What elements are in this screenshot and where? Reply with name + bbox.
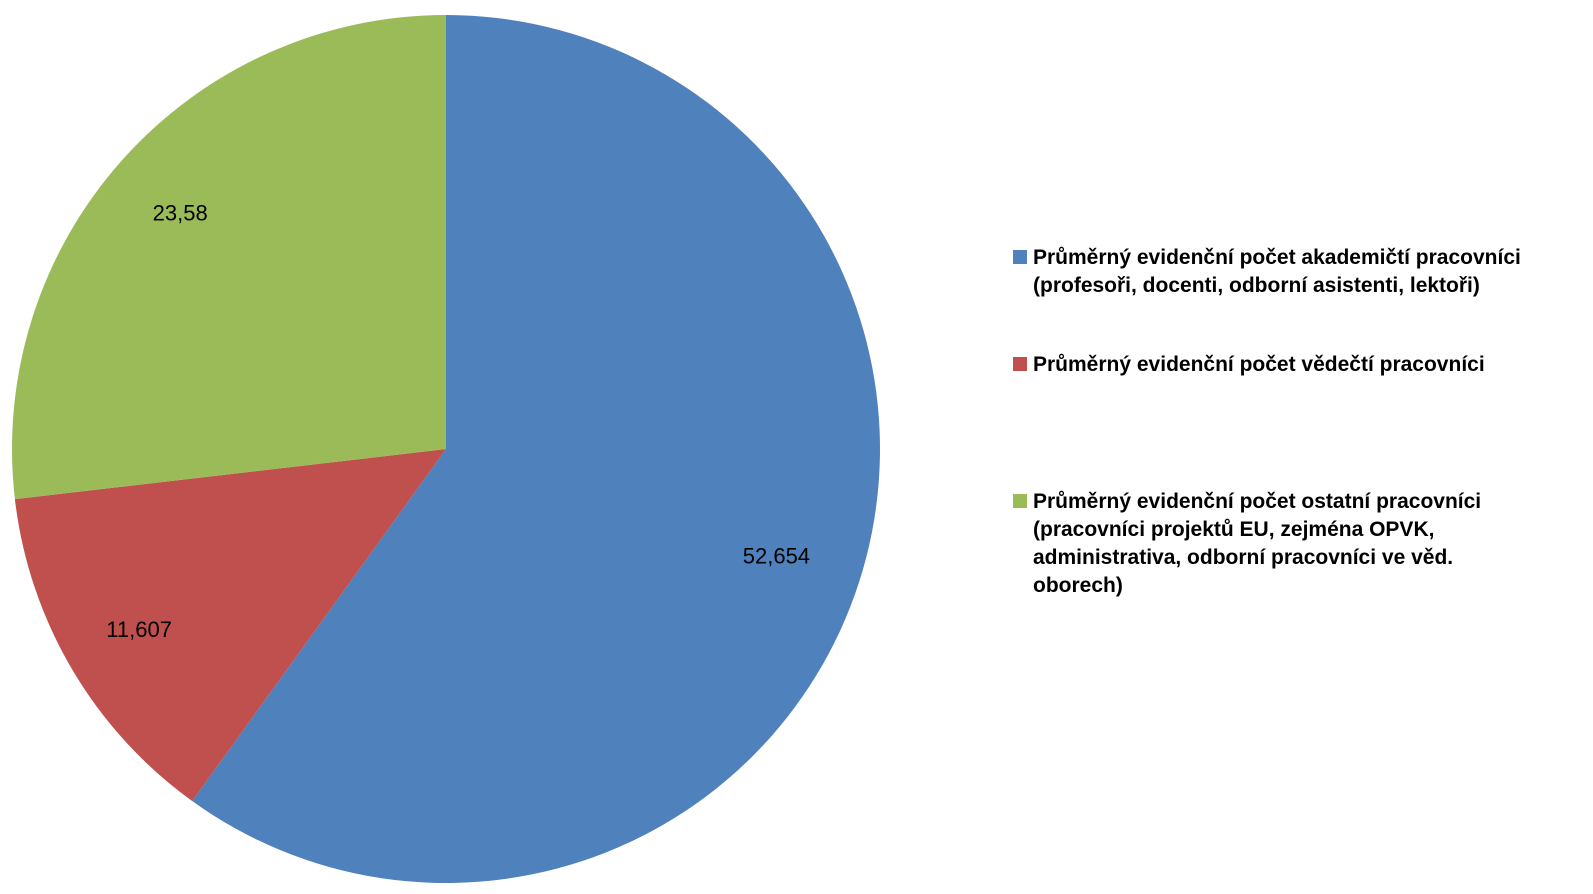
- pie-slice-other: [11, 15, 446, 500]
- legend-item-other: Průměrný evidenční počet ostatní pracovn…: [1013, 488, 1573, 600]
- data-label-other: 23,58: [153, 200, 208, 225]
- data-label-research: 11,607: [106, 617, 172, 642]
- legend-item-academic: Průměrný evidenční počet akademičtí prac…: [1013, 244, 1573, 300]
- legend-swatch-other: [1013, 494, 1027, 508]
- legend-label-other: Průměrný evidenční počet ostatní pracovn…: [1033, 490, 1482, 597]
- legend-swatch-academic: [1013, 250, 1027, 264]
- data-label-academic: 52,654: [743, 544, 810, 569]
- legend-label-academic: Průměrný evidenční počet akademičtí prac…: [1033, 246, 1521, 297]
- pie-data-labels: 52,654 11,607 23,58: [106, 200, 810, 642]
- pie-slice-research: [14, 449, 447, 802]
- pie-slices: [11, 15, 880, 883]
- legend-swatch-research: [1013, 357, 1027, 371]
- pie-slice-academic: [192, 15, 880, 883]
- legend-label-research: Průměrný evidenční počet vědečtí pracovn…: [1033, 353, 1485, 376]
- legend: Průměrný evidenční počet akademičtí prac…: [1013, 244, 1573, 600]
- legend-item-research: Průměrný evidenční počet vědečtí pracovn…: [1013, 351, 1573, 379]
